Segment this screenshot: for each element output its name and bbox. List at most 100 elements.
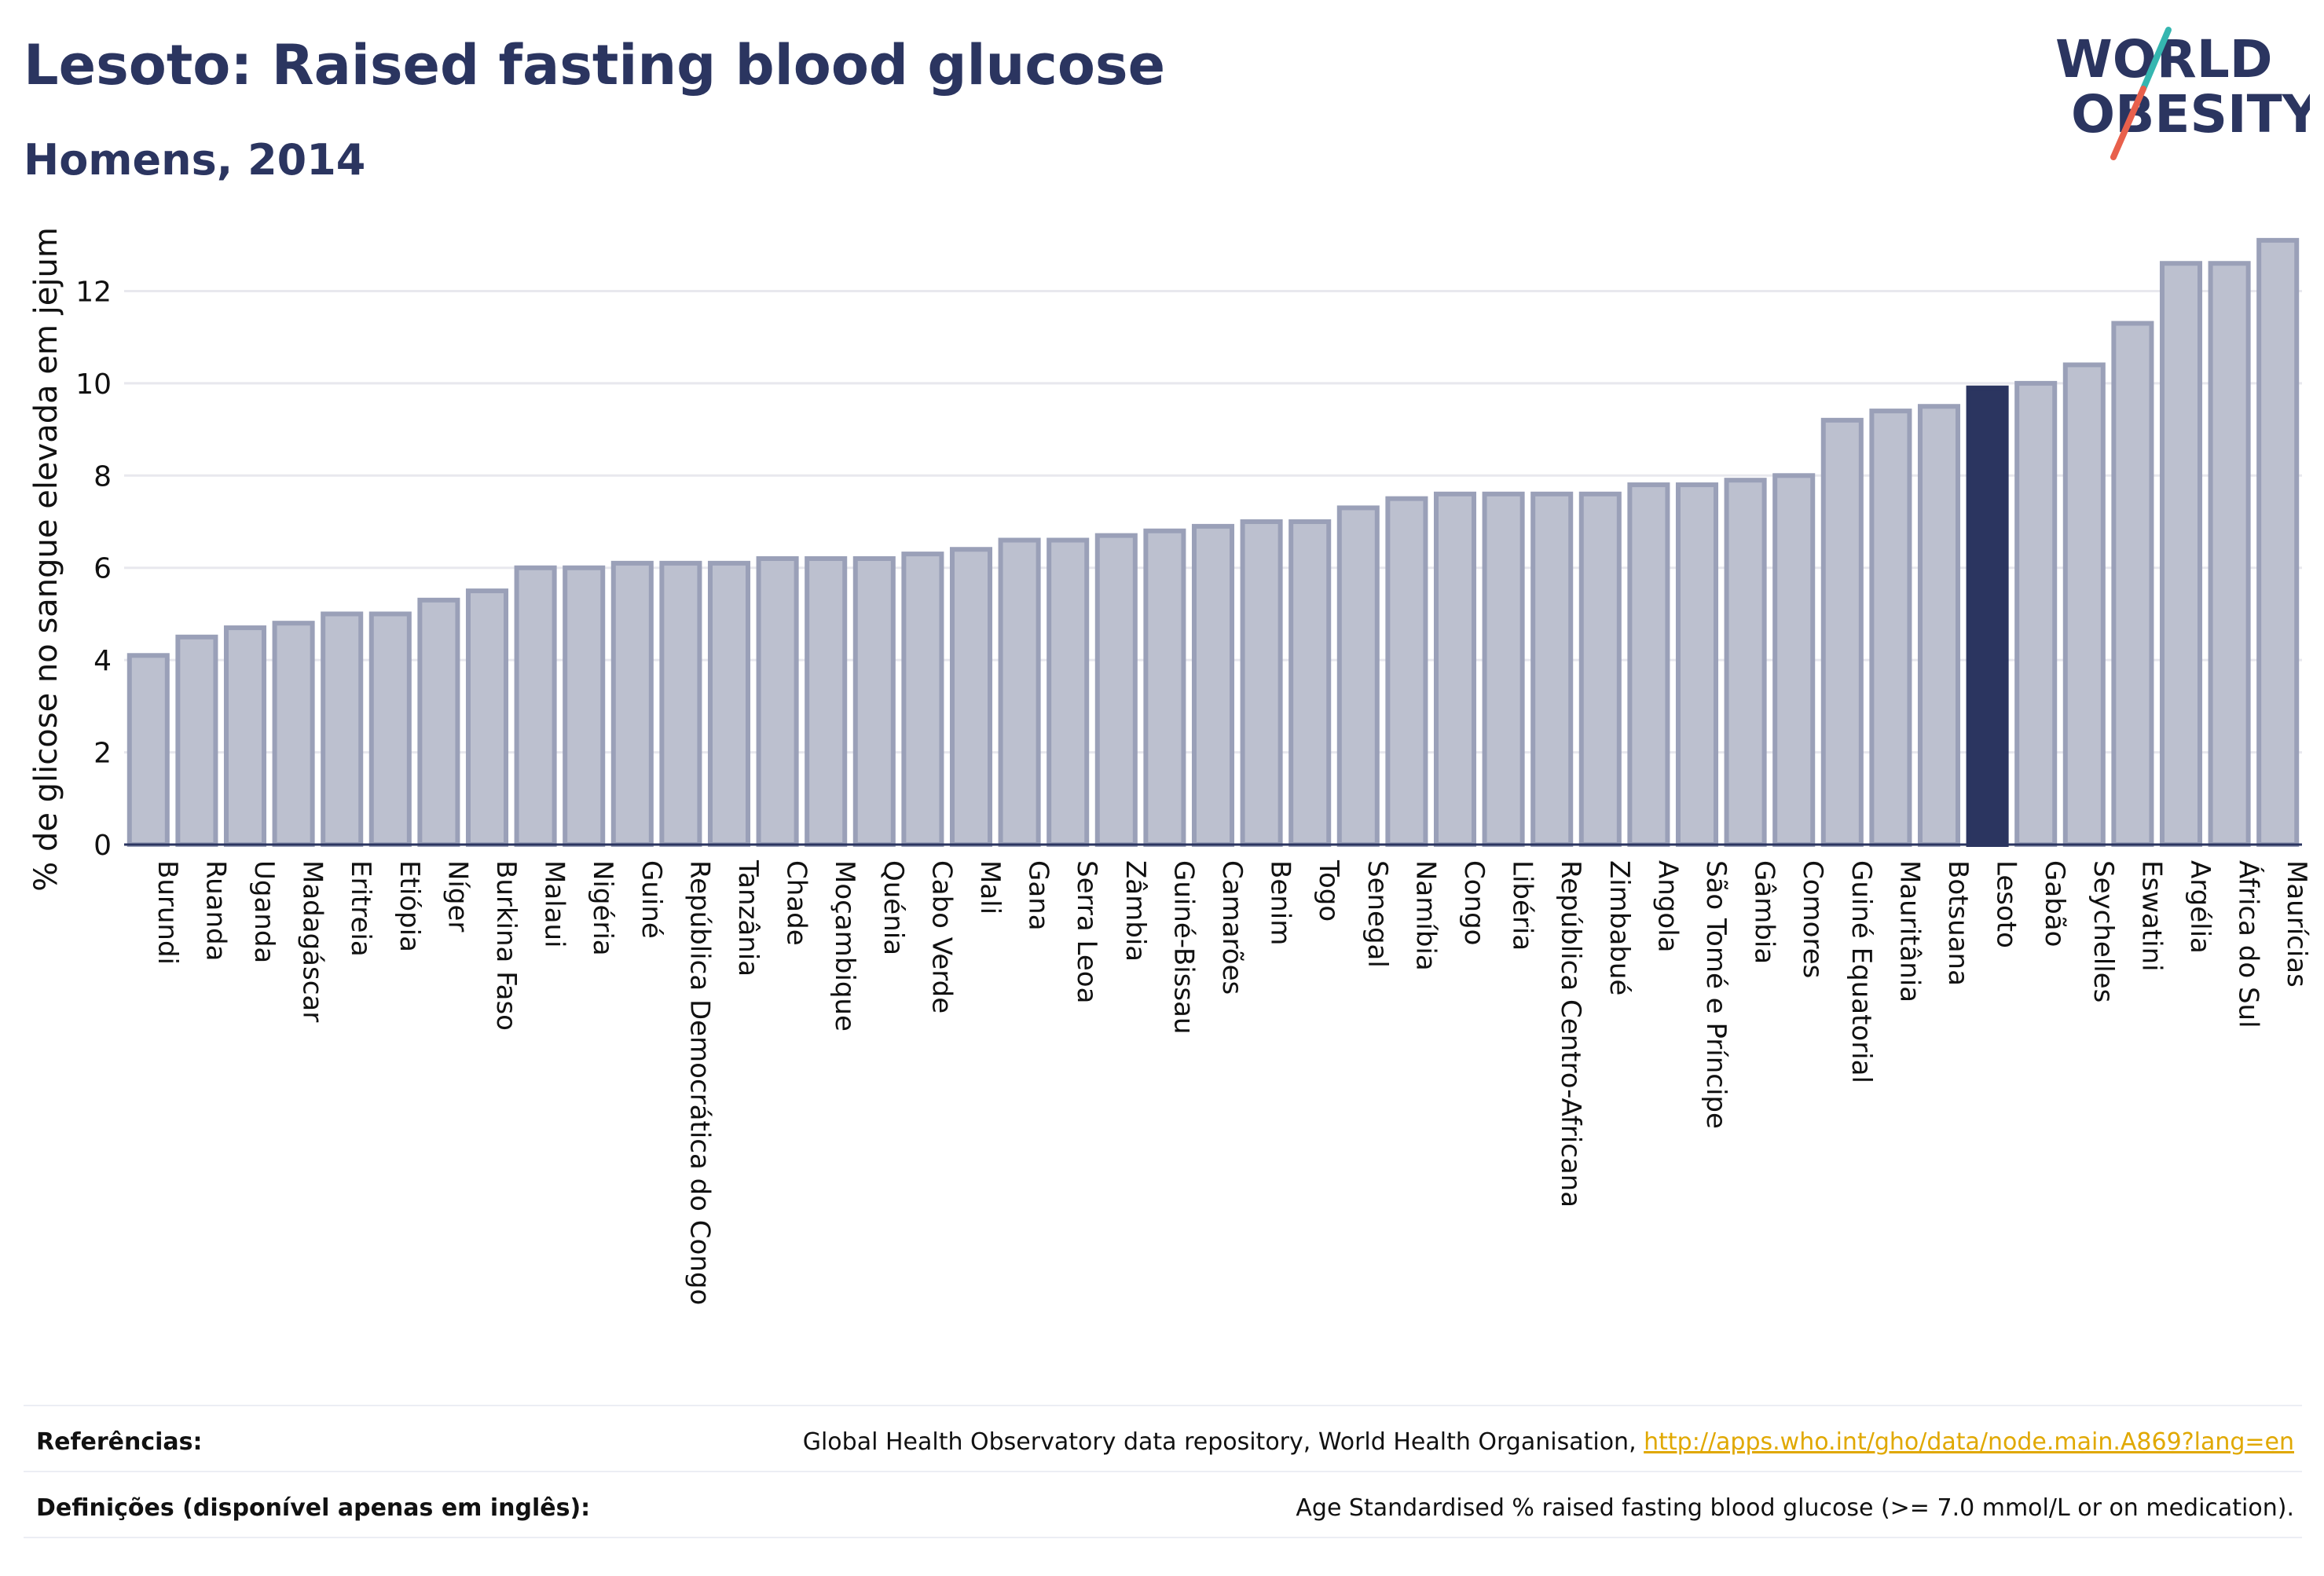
bar <box>175 634 218 848</box>
bar <box>805 555 848 847</box>
footer-divider-middle <box>24 1471 2302 1472</box>
x-tick-label: São Tomé e Príncipe <box>1700 860 1732 1129</box>
bar <box>1385 496 1428 848</box>
x-tick-label: Mauritânia <box>1893 860 1925 1002</box>
x-tick-label: Chade <box>781 860 812 946</box>
x-tick-label: Níger <box>442 860 473 932</box>
bar <box>1627 482 1670 848</box>
definitions-value: Age Standardised % raised fasting blood … <box>1296 1494 2294 1522</box>
bar <box>2111 321 2154 847</box>
y-tick-label: 6 <box>93 553 112 585</box>
x-tick-label: Angola <box>1651 860 1683 952</box>
x-tick-label: Gâmbia <box>1749 860 1780 964</box>
bar <box>610 560 654 848</box>
x-tick-label: Camarões <box>1216 860 1248 995</box>
references-row: Referências: Global Health Observatory d… <box>24 1411 2302 1474</box>
x-tick-label: Tanzânia <box>732 859 764 977</box>
bar <box>1869 409 1912 847</box>
x-tick-label: Malaui <box>539 860 570 947</box>
x-tick-label: Zimbabué <box>1604 860 1635 995</box>
x-tick-label: Ruanda <box>200 860 231 961</box>
bar <box>126 653 170 847</box>
x-tick-label: Madagáscar <box>297 860 328 1022</box>
x-tick-label: Seychelles <box>2088 860 2119 1002</box>
bar <box>1433 491 1477 848</box>
bar <box>949 547 993 847</box>
bar <box>321 611 364 847</box>
bar <box>223 625 267 847</box>
logo-line2: OBESITY <box>2071 84 2310 145</box>
bar <box>563 565 606 848</box>
y-tick-label: 2 <box>93 738 112 770</box>
x-tick-label: Maurícias <box>2281 860 2312 988</box>
x-tick-label: Eswatini <box>2135 860 2167 972</box>
references-link[interactable]: http://apps.who.int/gho/data/node.main.A… <box>1644 1428 2294 1456</box>
x-tick-label: Guiné <box>636 860 667 939</box>
bar <box>1530 491 1574 848</box>
x-tick-label: Eritreia <box>345 860 376 957</box>
references-value: Global Health Observatory data repositor… <box>803 1428 2294 1456</box>
x-tick-label: Togo <box>1313 859 1344 922</box>
y-axis-title: % de glicose no sangue elevada em jejum <box>28 227 64 892</box>
x-tick-label: Namíbia <box>1409 860 1441 971</box>
x-tick-label: Serra Leoa <box>1071 860 1102 1003</box>
x-tick-label: Zâmbia <box>1120 860 1151 962</box>
bar <box>659 560 702 848</box>
bar <box>998 537 1041 847</box>
definitions-label: Definições (disponível apenas em inglês)… <box>36 1494 591 1522</box>
x-tick-label: Burundi <box>152 860 183 965</box>
bar <box>465 588 509 847</box>
bar <box>2256 237 2300 847</box>
x-tick-label: Senegal <box>1362 860 1393 968</box>
y-tick-label: 8 <box>93 460 112 493</box>
x-tick-label: Gabão <box>2039 860 2070 947</box>
bar <box>1047 537 1090 847</box>
logo-slash-coral <box>2110 86 2146 160</box>
bar <box>1578 491 1622 848</box>
x-tick-label: Congo <box>1458 860 1490 945</box>
x-tick-label: Libéria <box>1507 860 1538 951</box>
bar <box>2062 362 2106 848</box>
bar <box>272 621 315 847</box>
bar <box>707 560 751 848</box>
x-tick-label: Guiné-Bissau <box>1167 860 1199 1034</box>
chart-title: Lesoto: Raised fasting blood glucose <box>24 33 1166 97</box>
x-tick-label: Cabo Verde <box>926 860 957 1013</box>
bar-chart: 0 2 4 6 8 10 12 Burundi Ruanda Uganda Madagáscar E… <box>28 227 2312 1305</box>
x-tick-label: Nigéria <box>587 860 618 956</box>
references-text: Global Health Observatory data repositor… <box>802 1428 1644 1456</box>
y-tick-label: 12 <box>75 276 112 308</box>
footer-divider-top <box>24 1405 2302 1406</box>
bar-highlighted <box>1966 385 2009 847</box>
bar <box>1482 491 1525 848</box>
x-tick-label: Comores <box>1797 860 1828 978</box>
footer-divider-bottom <box>24 1537 2302 1538</box>
x-tick-label: Benim <box>1265 860 1296 945</box>
x-tick-label: Lesoto <box>1991 860 2022 948</box>
bar <box>1240 519 1283 847</box>
bar <box>417 597 460 847</box>
bar <box>1772 473 1816 847</box>
bar <box>1820 417 1864 847</box>
bar <box>514 565 557 848</box>
x-axis-labels: Burundi Ruanda Uganda Madagáscar Eritreia Eti… <box>152 859 2312 1305</box>
x-tick-label: República Democrática do Congo <box>684 860 715 1305</box>
x-tick-label: República Centro-Africana <box>1555 860 1586 1208</box>
definitions-row: Definições (disponível apenas em inglês)… <box>24 1477 2302 1540</box>
x-tick-label: Botsuana <box>1942 860 1974 986</box>
world-obesity-logo: WORLD OBESITY <box>2055 27 2310 160</box>
x-tick-label: Argélia <box>2184 860 2216 954</box>
bar <box>1143 528 1186 847</box>
x-tick-label: Mali <box>974 860 1006 914</box>
x-tick-label: Etiópia <box>394 860 425 952</box>
bar <box>2208 261 2251 847</box>
bar <box>852 555 896 847</box>
bar <box>1675 482 1719 848</box>
bar <box>901 552 944 847</box>
bar <box>1191 523 1235 847</box>
x-tick-label: Uganda <box>248 860 280 963</box>
references-label: Referências: <box>36 1428 203 1456</box>
y-tick-label: 10 <box>75 368 112 401</box>
x-tick-label: Burkina Faso <box>490 860 522 1031</box>
logo-slash-teal <box>2140 27 2172 92</box>
